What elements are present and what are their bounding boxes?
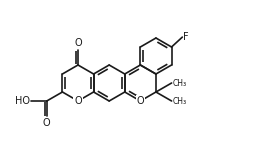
Text: CH₃: CH₃ <box>173 79 187 87</box>
Text: O: O <box>136 96 144 106</box>
Text: F: F <box>183 32 189 42</box>
Text: HO: HO <box>15 96 30 106</box>
Text: CH₃: CH₃ <box>173 97 187 105</box>
Text: O: O <box>43 118 51 128</box>
Text: O: O <box>74 38 82 48</box>
Text: O: O <box>74 96 82 106</box>
